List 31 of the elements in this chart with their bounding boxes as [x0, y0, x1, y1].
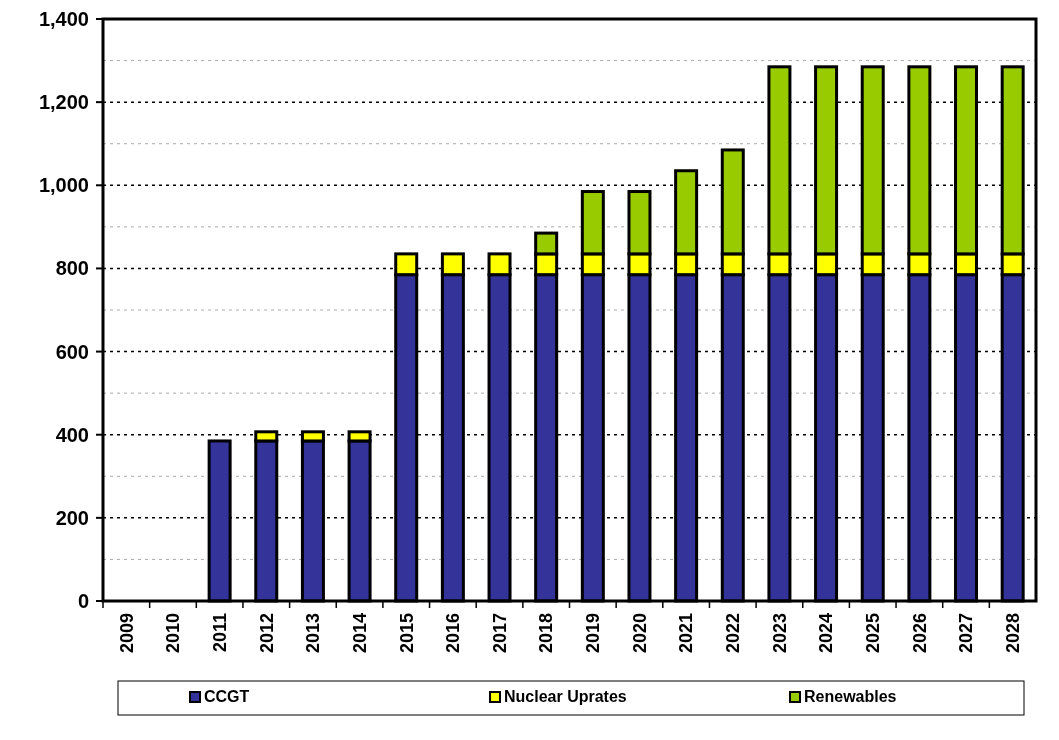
x-tick-label: 2024 — [816, 613, 837, 654]
x-tick-label: 2011 — [209, 613, 230, 653]
x-tick-label: 2019 — [583, 613, 604, 654]
y-tick-label: 800 — [55, 257, 89, 280]
x-tick-label: 2014 — [349, 613, 370, 654]
y-tick-label: 200 — [55, 506, 89, 529]
x-tick-label: 2028 — [1002, 613, 1023, 654]
x-tick-label: 2013 — [303, 613, 324, 654]
y-tick-label: 1,400 — [38, 8, 89, 30]
y-tick-label: 1,200 — [38, 91, 89, 114]
x-tick-label: 2016 — [443, 613, 464, 654]
x-tick-label: 2012 — [256, 613, 277, 654]
x-tick-label: 2010 — [163, 613, 184, 654]
x-tick-label: 2027 — [956, 613, 977, 654]
x-tick-label: 2020 — [629, 613, 650, 654]
x-tick-label: 2026 — [909, 613, 930, 654]
legend-label: Renewables — [804, 688, 897, 705]
legend-label: Nuclear Uprates — [504, 688, 627, 705]
y-tick-label: 600 — [55, 340, 89, 363]
x-tick-label: 2018 — [536, 613, 557, 654]
x-tick-label: 2021 — [676, 613, 697, 654]
y-tick-label: 400 — [55, 423, 89, 446]
x-tick-label: 2023 — [769, 613, 790, 654]
x-tick-label: 2017 — [489, 613, 510, 654]
y-tick-label: 0 — [77, 590, 89, 612]
y-tick-label: 1,000 — [38, 174, 89, 197]
legend-label: CCGT — [204, 688, 250, 705]
x-tick-label: 2009 — [116, 613, 137, 654]
x-tick-label: 2025 — [863, 613, 884, 654]
x-tick-label: 2022 — [723, 613, 744, 654]
x-tick-label: 2015 — [396, 613, 417, 654]
